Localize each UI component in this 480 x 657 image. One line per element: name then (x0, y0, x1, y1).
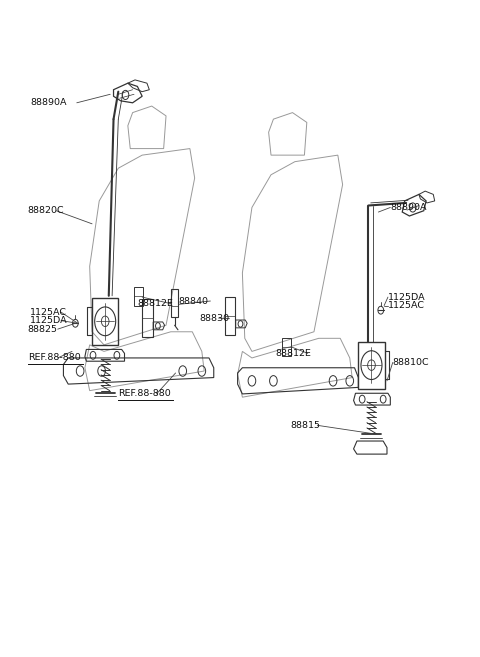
Bar (282, 338, 290, 356)
Text: 88825: 88825 (28, 325, 58, 334)
Text: 88812E: 88812E (137, 299, 173, 308)
Bar (359, 342, 384, 389)
Bar (142, 299, 153, 337)
Text: 88890A: 88890A (30, 99, 67, 107)
Text: 1125DA: 1125DA (30, 316, 68, 325)
Bar (134, 287, 143, 306)
Text: 88890A: 88890A (390, 203, 427, 212)
Text: REF.88-880: REF.88-880 (118, 390, 171, 398)
Bar (171, 289, 179, 317)
Text: 88840: 88840 (178, 296, 208, 306)
Text: 88830: 88830 (199, 314, 229, 323)
Text: 1125DA: 1125DA (388, 292, 426, 302)
Text: 88815: 88815 (290, 421, 320, 430)
Text: 88810C: 88810C (393, 358, 429, 367)
Text: 1125AC: 1125AC (30, 307, 67, 317)
Bar (225, 297, 235, 335)
Text: 88812E: 88812E (276, 349, 312, 358)
Text: 88820C: 88820C (28, 206, 64, 215)
Text: REF.88-880: REF.88-880 (28, 353, 80, 363)
Text: 1125AC: 1125AC (388, 301, 425, 310)
Bar (92, 298, 118, 345)
